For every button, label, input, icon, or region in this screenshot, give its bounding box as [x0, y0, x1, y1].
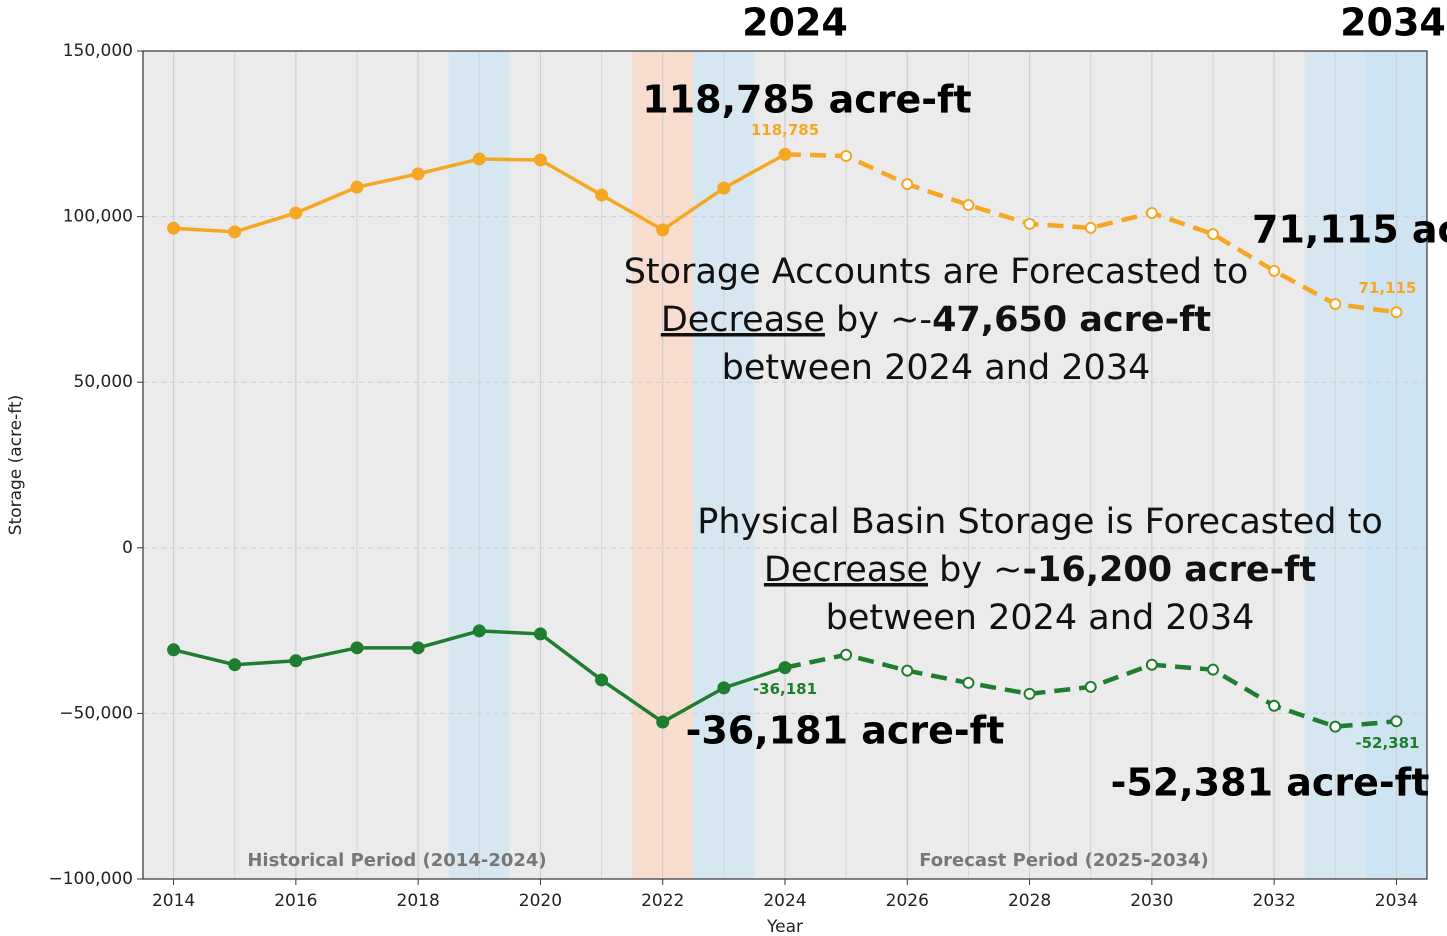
data-point	[1268, 264, 1281, 277]
data-point	[1207, 228, 1219, 241]
series-line	[784, 152, 1397, 315]
data-label: 118,785	[751, 121, 819, 139]
note-part: Physical Basin Storage is Forecasted to	[697, 502, 1383, 542]
data-point	[1207, 663, 1219, 676]
data-point	[901, 178, 914, 191]
data-point	[472, 152, 486, 166]
header-label: 2024	[742, 1, 848, 45]
data-point	[717, 181, 731, 195]
data-point	[1023, 217, 1036, 230]
x-tick-label: 2022	[641, 891, 684, 911]
data-label: -52,381	[1355, 734, 1419, 752]
period-label: Forecast Period (2025-2034)	[919, 850, 1209, 871]
data-point	[717, 681, 731, 695]
annotation: 71,115 ac	[1252, 208, 1447, 252]
x-axis-label: Year	[766, 917, 803, 936]
note-part: between 2024 and 2034	[826, 598, 1255, 638]
note-line: between 2024 and 2034	[722, 348, 1151, 388]
x-tick-label: 2026	[886, 891, 929, 911]
data-point	[289, 206, 303, 220]
data-point	[595, 188, 609, 202]
data-point	[840, 149, 853, 162]
data-point	[1145, 206, 1158, 219]
period-label: Historical Period (2014-2024)	[247, 850, 546, 871]
data-point	[840, 648, 853, 661]
x-tick-label: 2018	[397, 891, 440, 911]
y-axis-label: Storage (acre-ft)	[6, 395, 26, 536]
data-point	[350, 641, 364, 655]
data-point	[656, 715, 670, 729]
x-tick-label: 2032	[1253, 891, 1296, 911]
data-point	[778, 147, 792, 161]
data-point	[1023, 687, 1036, 700]
x-tick-label: 2030	[1130, 891, 1173, 911]
data-point	[962, 676, 975, 689]
data-point	[595, 673, 609, 687]
data-point	[411, 641, 425, 655]
data-point	[656, 223, 670, 237]
data-label: 71,115	[1358, 279, 1416, 297]
data-point	[778, 661, 792, 675]
note-line: Decrease by ~-16,200 acre-ft	[764, 550, 1316, 590]
data-label: -36,181	[753, 680, 817, 698]
note-part: Storage Accounts are Forecasted to	[624, 252, 1249, 292]
x-tick-label: 2020	[519, 891, 562, 911]
data-point	[167, 221, 181, 235]
y-tick-label: −100,000	[48, 869, 133, 889]
x-tick-label: 2034	[1375, 891, 1418, 911]
data-point	[289, 654, 303, 668]
grid	[137, 50, 1427, 885]
data-point	[411, 167, 425, 181]
note-part: -16,200 acre-ft	[1023, 550, 1317, 590]
y-tick-label: −50,000	[59, 703, 133, 723]
data-point	[228, 225, 242, 239]
note-part: Decrease	[764, 550, 928, 590]
x-tick-label: 2016	[274, 891, 317, 911]
note-line: Storage Accounts are Forecasted to	[624, 252, 1249, 292]
annotation: -36,181 acre-ft	[686, 709, 1005, 753]
x-tick-label: 2024	[763, 891, 806, 911]
x-tick-label: 2028	[1008, 891, 1051, 911]
data-point	[472, 624, 486, 638]
data-point	[1084, 221, 1097, 234]
data-point	[1084, 680, 1097, 693]
note-line: Physical Basin Storage is Forecasted to	[697, 502, 1383, 542]
annotation: 118,785 acre-ft	[642, 78, 971, 122]
annotation: -52,381 acre-ft	[1111, 761, 1430, 805]
data-point	[1329, 720, 1342, 733]
note-part: between 2024 and 2034	[722, 348, 1151, 388]
data-point	[1390, 306, 1403, 319]
data-point	[167, 643, 181, 657]
x-tick-label: 2014	[152, 891, 195, 911]
data-point	[962, 199, 975, 212]
labels: 2014 2016 2018 2020 2022 2024 2026 2028 2030 2032…	[48, 41, 1419, 911]
plot-frame	[142, 50, 1428, 880]
data-point	[1268, 699, 1281, 712]
note-part: Decrease	[661, 300, 825, 340]
note-part: by ~-	[825, 300, 932, 340]
data-point	[1145, 658, 1158, 671]
note-part: 47,650 acre-ft	[932, 300, 1211, 340]
data-point	[533, 627, 547, 641]
note-part: by ~	[928, 550, 1023, 590]
data-point	[901, 664, 914, 677]
header-label: 2034	[1340, 1, 1446, 45]
data-point	[350, 180, 364, 194]
lines	[167, 147, 1403, 733]
y-tick-label: 50,000	[74, 372, 133, 392]
data-point	[228, 658, 242, 672]
note-line: between 2024 and 2034	[826, 598, 1255, 638]
y-tick-label: 0	[122, 538, 133, 558]
data-point	[1390, 715, 1403, 728]
y-tick-label: 100,000	[63, 207, 133, 227]
note-line: Decrease by ~-47,650 acre-ft	[661, 300, 1211, 340]
data-point	[533, 153, 547, 167]
data-point	[1329, 298, 1342, 311]
y-tick-label: 150,000	[63, 41, 133, 61]
